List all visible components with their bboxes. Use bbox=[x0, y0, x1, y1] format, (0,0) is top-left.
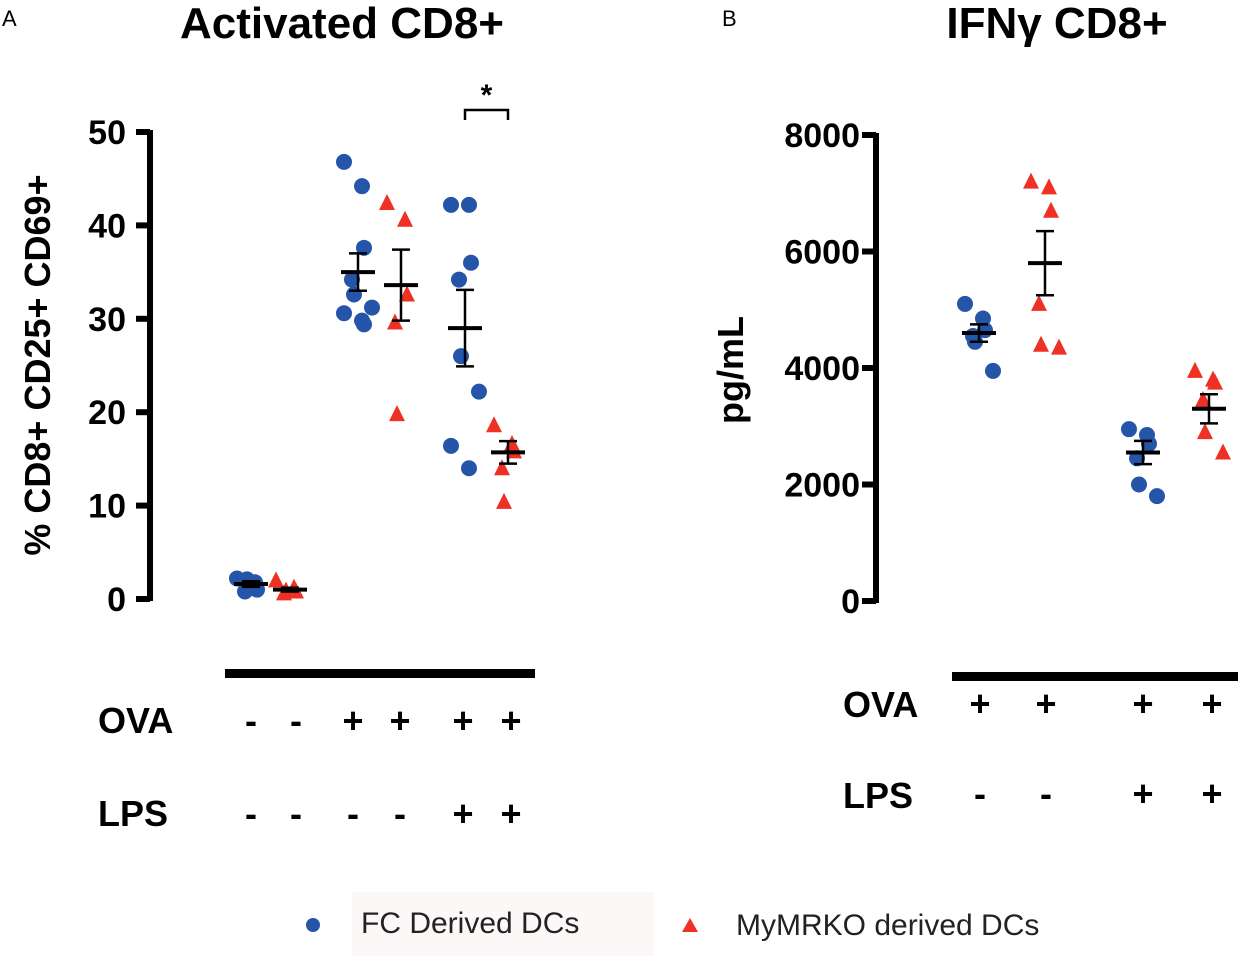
chart-b-point-fc bbox=[1121, 421, 1137, 438]
chart-a-point-fc bbox=[461, 460, 477, 477]
chart-b-condition-lps-symbol: + bbox=[1201, 773, 1222, 814]
chart-b-point-fc bbox=[957, 295, 973, 312]
chart-b-y-tick-label: 4000 bbox=[784, 350, 860, 388]
chart-a-condition-ova-symbol: + bbox=[500, 700, 521, 741]
chart-a-y-tick-label: 10 bbox=[88, 488, 126, 526]
chart-b-condition-lps-symbol: - bbox=[974, 773, 986, 814]
legend-box bbox=[352, 892, 654, 956]
chart-a-point-fc bbox=[443, 437, 459, 454]
chart-a-condition-ova-symbol: + bbox=[389, 700, 410, 741]
chart-a-condition-ova-symbol: + bbox=[452, 700, 473, 741]
chart-a-point-fc bbox=[443, 196, 459, 213]
chart-a-condition-ova-symbol: - bbox=[245, 700, 257, 741]
chart-a-significance-bracket bbox=[463, 108, 510, 120]
chart-a-point-mymrko bbox=[486, 416, 502, 433]
chart-a-point-fc bbox=[336, 305, 352, 322]
chart-b-y-tick-label: 0 bbox=[841, 583, 860, 621]
chart-a-separator bbox=[225, 669, 535, 678]
chart-a-point-fc bbox=[336, 153, 352, 170]
chart-b-point-fc bbox=[1131, 476, 1147, 493]
chart-b-point-mymrko bbox=[1195, 391, 1211, 408]
chart-b-point-mymrko bbox=[1023, 172, 1039, 189]
chart-a-point-mymrko bbox=[494, 459, 510, 476]
chart-a-condition-ova-symbol: + bbox=[342, 700, 363, 741]
chart-a-point-fc bbox=[463, 254, 479, 271]
chart-b-point-fc bbox=[985, 362, 1001, 379]
chart-a-point-mymrko bbox=[379, 193, 395, 210]
chart-a-point-fc bbox=[344, 271, 360, 288]
chart-b-condition-lps-symbol: + bbox=[1132, 773, 1153, 814]
chart-b-point-fc bbox=[1149, 488, 1165, 505]
chart-a-point-mymrko bbox=[399, 285, 415, 302]
chart-b-condition-ova: OVA bbox=[843, 684, 918, 725]
panel-label-b: B bbox=[722, 6, 737, 31]
legend-marker-mymrko bbox=[682, 918, 698, 932]
chart-b-point-mymrko bbox=[1187, 361, 1203, 378]
chart-a-point-fc bbox=[356, 316, 372, 333]
chart-a-condition-lps-symbol: + bbox=[500, 793, 521, 834]
chart-b-y-tick-label: 6000 bbox=[784, 234, 860, 272]
chart-b-y-tick-label: 2000 bbox=[784, 467, 860, 505]
chart-b-point-mymrko bbox=[1041, 178, 1057, 195]
chart-a-condition-lps-symbol: - bbox=[394, 793, 406, 834]
chart-b-condition-ova-symbol: + bbox=[1035, 683, 1056, 724]
chart-b-point-mymrko bbox=[1215, 443, 1231, 460]
legend-label-fc: FC Derived DCs bbox=[361, 907, 579, 940]
chart-a-point-fc bbox=[453, 348, 469, 365]
chart-a-condition-ova: OVA bbox=[98, 700, 173, 741]
chart-a-condition-lps-symbol: - bbox=[347, 793, 359, 834]
chart-a-point-mymrko bbox=[496, 492, 512, 509]
chart-a-point-fc bbox=[451, 271, 467, 288]
chart-a-condition-lps-symbol: - bbox=[290, 793, 302, 834]
chart-b-y-tick-label: 8000 bbox=[784, 117, 860, 155]
chart-a-condition-lps-symbol: + bbox=[452, 793, 473, 834]
chart-b-condition-ova-symbol: + bbox=[1132, 683, 1153, 724]
chart-b-condition-lps: LPS bbox=[843, 775, 913, 816]
chart-a-point-mymrko bbox=[268, 571, 284, 588]
chart-b-point-mymrko bbox=[1031, 294, 1047, 311]
chart-a-point-mymrko bbox=[389, 405, 405, 422]
chart-a-condition-ova-symbol: - bbox=[290, 700, 302, 741]
chart-a-point-fc bbox=[356, 239, 372, 256]
chart-a-point-fc bbox=[354, 178, 370, 195]
chart-b-point-mymrko bbox=[1051, 338, 1067, 355]
chart-a-y-tick-label: 20 bbox=[88, 394, 126, 432]
chart-a-ylabel: % CD8+ CD25+ CD69+ bbox=[17, 174, 58, 555]
chart-a-y-tick-label: 40 bbox=[88, 207, 126, 245]
chart-a-point-fc bbox=[346, 286, 362, 303]
legend-marker-fc bbox=[306, 918, 320, 932]
chart-b-ylabel: pg/mL bbox=[710, 316, 751, 424]
chart-a-condition-lps-symbol: - bbox=[245, 793, 257, 834]
chart-b-point-mymrko bbox=[1043, 201, 1059, 218]
chart-a-significance-label: * bbox=[481, 79, 493, 112]
chart-a-point-mymrko bbox=[397, 210, 413, 227]
chart-a-condition-lps: LPS bbox=[98, 793, 168, 834]
chart-a-title: Activated CD8+ bbox=[180, 0, 504, 48]
panel-label-a: A bbox=[2, 6, 17, 31]
chart-a-point-fc bbox=[364, 299, 380, 316]
chart-a-y-tick-label: 50 bbox=[88, 114, 126, 152]
chart-b-point-mymrko bbox=[1033, 335, 1049, 352]
chart-b-condition-lps-symbol: - bbox=[1040, 773, 1052, 814]
chart-a-y-tick-label: 30 bbox=[88, 301, 126, 339]
chart-a-y-tick-label: 0 bbox=[107, 581, 126, 619]
chart-a-point-fc bbox=[461, 196, 477, 213]
chart-b-point-mymrko bbox=[1207, 373, 1223, 390]
chart-a-point-fc bbox=[471, 383, 487, 400]
chart-b-condition-ova-symbol: + bbox=[1201, 683, 1222, 724]
chart-b-point-mymrko bbox=[1197, 423, 1213, 440]
legend-label-mymrko: MyMRKO derived DCs bbox=[736, 909, 1039, 942]
chart-b-title: IFNγ CD8+ bbox=[946, 0, 1167, 48]
chart-b-separator bbox=[952, 672, 1238, 681]
chart-b-condition-ova-symbol: + bbox=[969, 683, 990, 724]
